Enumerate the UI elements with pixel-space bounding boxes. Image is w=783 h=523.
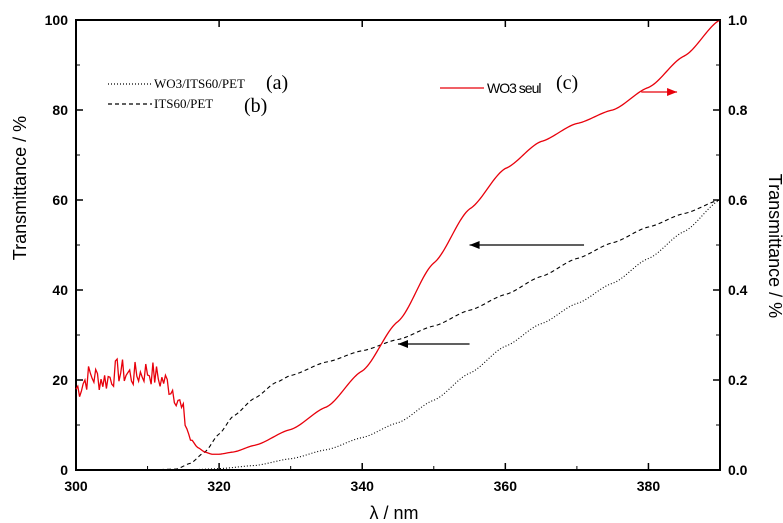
y-left-tick-label: 0 (60, 462, 68, 478)
curves-group (75, 19, 721, 471)
legend-item-c: WO3 seul (c) (440, 72, 578, 96)
y-right-tick-label: 0.2 (728, 372, 748, 388)
series-arrow-head (667, 88, 678, 96)
legend-tag-b: (b) (244, 95, 267, 117)
x-axis-title: λ / nm (369, 503, 418, 523)
legend-label-b: ITS60/PET (154, 96, 213, 111)
legend-tag-a: (a) (266, 72, 288, 94)
y-left-tick-label: 40 (52, 282, 68, 298)
y-axis-left-title: Transmittance / % (10, 116, 30, 260)
y-right-tick-label: 0.0 (728, 462, 748, 478)
y-left-tick-label: 100 (45, 12, 69, 28)
series-line-wo3-seul (75, 19, 721, 455)
legend-item-a: WO3/ITS60/PET (a) (108, 72, 288, 94)
x-tick-label: 340 (351, 478, 375, 494)
y-right-tick-label: 0.6 (728, 192, 748, 208)
x-tick-label: 320 (207, 478, 231, 494)
arrows-group (398, 88, 678, 348)
y-left-tick-label: 80 (52, 102, 68, 118)
y-right-tick-label: 0.4 (728, 282, 748, 298)
legend-label-c: WO3 seul (487, 80, 541, 96)
y-right-tick-label: 0.8 (728, 102, 748, 118)
x-tick-label: 300 (64, 478, 88, 494)
series-arrow-head (398, 340, 408, 348)
x-tick-label: 380 (637, 478, 661, 494)
ticks-group: 300 320 340 360 380 0 20 40 60 80 100 0.0 0.2 0.4 0.6 0… (45, 12, 748, 494)
series-line-its60-pet (76, 199, 721, 471)
series-arrow-head (469, 241, 480, 249)
y-axis-right-title: Transmittance / % (765, 174, 783, 318)
x-tick-label: 360 (494, 478, 518, 494)
y-left-tick-label: 60 (52, 192, 68, 208)
y-left-tick-label: 20 (52, 372, 68, 388)
legend-tag-c: (c) (556, 72, 578, 94)
series-line-wo3-its60-pet (76, 199, 721, 471)
y-right-tick-label: 1.0 (728, 12, 748, 28)
legend-label-a: WO3/ITS60/PET (154, 76, 245, 91)
legend-item-b: ITS60/PET (b) (108, 95, 267, 117)
legend: WO3/ITS60/PET (a) ITS60/PET (b) WO3 seul… (108, 72, 578, 117)
